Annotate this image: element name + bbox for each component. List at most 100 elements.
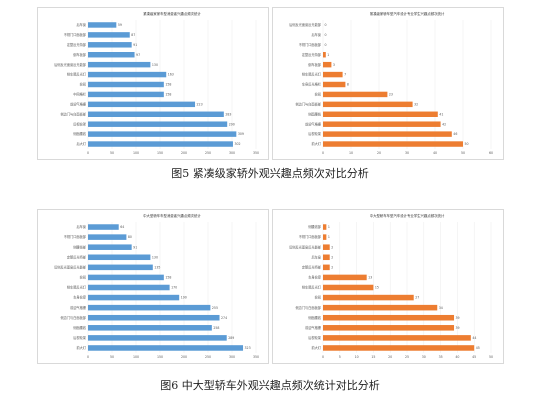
category-label: 不规门口面板部: [64, 32, 87, 37]
data-label: 59: [118, 23, 122, 27]
x-tick-label: 250: [205, 151, 211, 155]
bar: [88, 71, 167, 78]
data-label: 323: [245, 346, 251, 350]
bar: [323, 101, 413, 108]
data-label: 0: [325, 23, 327, 27]
x-tick-label: 50: [110, 355, 114, 359]
category-label: 侧面腰线: [73, 325, 87, 330]
data-label: 309: [238, 132, 244, 136]
category-label: 后侧反光面窗反光能部: [289, 244, 322, 249]
bar: [88, 111, 224, 117]
category-label: 车身轮廓: [73, 295, 87, 300]
category-label: 侧车尾反光灯: [67, 285, 87, 290]
x-tick-label: 0: [87, 355, 89, 359]
category-label: 轮毂: [80, 82, 87, 87]
category-label: 侧面腰线: [308, 315, 322, 320]
x-tick-label: 5: [339, 355, 341, 359]
bar: [88, 264, 153, 271]
bar: [88, 91, 164, 98]
category-label: 前大灯: [311, 345, 321, 350]
data-label: 1: [327, 53, 329, 57]
category-label: 后车窗: [76, 224, 86, 229]
chart-compact-consumer: 紧凑级家家车型消费者兴趣点频次统计 0 50 100 150 200 250 300 350 后车…: [54, 11, 259, 155]
bar: [323, 121, 441, 127]
data-label: 64: [120, 225, 124, 229]
chart-title: 紧凑级家家车型消费者兴趣点频次统计: [143, 11, 201, 16]
bar: [88, 274, 164, 281]
category-label: 轮毂: [315, 295, 322, 300]
data-label: 7: [344, 73, 346, 77]
bar: [88, 234, 127, 240]
category-label: 前大灯: [311, 141, 321, 146]
category-label: 侧边门与白面板部: [296, 101, 322, 106]
bar: [88, 81, 164, 88]
category-label: 前大灯: [76, 345, 86, 350]
data-label: 46: [453, 132, 457, 136]
data-label: 87: [131, 33, 135, 37]
chart-panel-compact-student: 紧凑级家轿车型汽车设计专业学生兴趣点频次统计 0 10 20 30 40 50 60 后侧反光面…: [272, 7, 504, 160]
bar: [323, 71, 343, 78]
bar: [323, 304, 438, 311]
category-label: 后大灯: [76, 141, 86, 146]
bar: [88, 294, 180, 301]
x-tick-label: 40: [455, 355, 459, 359]
data-label: 15: [375, 286, 379, 290]
x-tick-label: 20: [388, 355, 392, 359]
figure-caption-6: 图6 中大型轿车外观兴趣点频次统计对比分析: [160, 379, 380, 392]
bar: [88, 244, 132, 250]
category-label: 侧边门与白面板部: [61, 111, 87, 116]
data-label: 289: [228, 336, 234, 340]
category-label: 车身轮廓: [308, 275, 322, 280]
data-label: 170: [171, 286, 177, 290]
category-label: 定整反光特部: [302, 52, 322, 57]
data-label: 44: [472, 336, 476, 340]
data-label: 41: [439, 112, 443, 116]
category-label: 定整反光特部: [67, 254, 87, 259]
category-label: 后车窗: [311, 32, 321, 37]
category-label: 后视轮架: [308, 335, 322, 340]
x-tick-label: 0: [322, 151, 324, 155]
category-label: 侧面腰线: [308, 111, 322, 116]
category-label: 轮毂: [80, 275, 87, 280]
x-tick-label: 10: [355, 355, 359, 359]
data-label: 91: [133, 43, 137, 47]
x-tick-label: 15: [371, 355, 375, 359]
data-label: 91: [133, 245, 137, 249]
x-tick-label: 35: [439, 355, 443, 359]
data-label: 50: [465, 142, 469, 146]
x-tick-label: 350: [253, 355, 259, 359]
x-tick-label: 50: [489, 355, 493, 359]
x-tick-label: 150: [157, 355, 163, 359]
category-label: 前迎气格栅: [70, 101, 87, 106]
x-tick-label: 300: [229, 355, 235, 359]
bar: [323, 141, 463, 147]
chart-title: 紧凑级家轿车型汽车设计专业学生兴趣点频次统计: [370, 11, 445, 16]
bar: [323, 314, 455, 321]
bar: [323, 111, 438, 117]
category-label: 侧面腰线: [73, 131, 87, 136]
category-label: 倒车板部: [308, 62, 322, 67]
bar: [88, 131, 237, 137]
bar: [88, 335, 227, 341]
bar: [323, 264, 330, 271]
category-label: 侧车尾反光灯: [302, 72, 322, 77]
chart-title: 中大型轿车车型消费者兴趣点频次统计: [143, 213, 201, 218]
data-label: 27: [415, 296, 419, 300]
category-label: 前迎气格栅: [70, 305, 87, 310]
category-label: 侧车尾反光灯: [67, 72, 87, 77]
bar: [323, 244, 330, 250]
data-label: 283: [225, 112, 231, 116]
category-label: 侧腰线部: [308, 224, 322, 229]
bar: [323, 52, 326, 58]
data-label: 302: [234, 142, 240, 146]
data-label: 158: [165, 276, 171, 280]
bar: [323, 284, 374, 291]
bar: [88, 32, 130, 38]
bar: [323, 81, 346, 88]
category-label: 前迎气格栅: [305, 121, 322, 126]
bar: [323, 131, 452, 137]
x-tick-label: 50: [461, 151, 465, 155]
x-tick-label: 20: [377, 151, 381, 155]
chart-panel-large-consumer: 中大型轿车车型消费者兴趣点频次统计 0 50 100 150 200 250 300 350 后车…: [37, 209, 269, 364]
